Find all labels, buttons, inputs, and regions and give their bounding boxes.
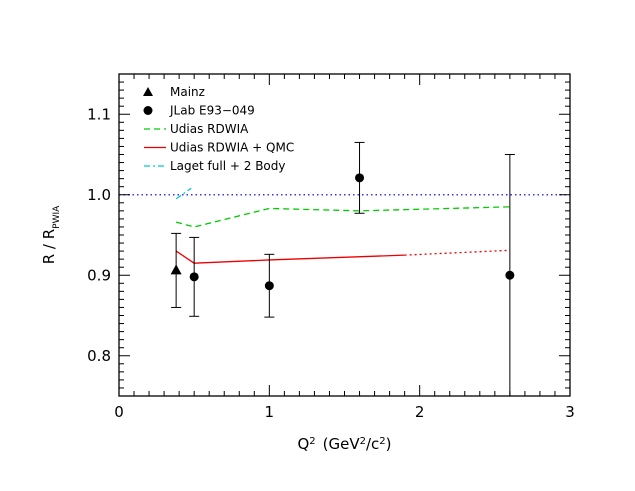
data-point (264, 281, 274, 291)
legend: Mainz JLab E93−049 Udias RDWIA Udias RDWIA … (143, 85, 294, 173)
y-tick-label: 0.9 (87, 266, 111, 284)
legend-label: Mainz (170, 85, 205, 99)
y-tick-label: 1.0 (87, 186, 111, 204)
y-tick-label: 1.1 (87, 105, 111, 123)
curve-line (175, 250, 405, 264)
x-axis-label-q: Q (297, 435, 309, 453)
x-axis-label-c-sup: 2 (379, 436, 385, 447)
x-axis-label-open: (GeV (323, 435, 361, 453)
data-point (505, 270, 515, 280)
legend-label: Udias RDWIA (170, 122, 249, 136)
x-axis-label-q-sup: 2 (309, 436, 315, 447)
y-tick-label: 0.8 (87, 347, 111, 365)
x-axis-label-gev-sup: 2 (360, 436, 366, 447)
x-axis-label-slash: /c (366, 435, 379, 453)
x-tick-label: 1 (265, 403, 275, 421)
y-axis-label-main: R / R (40, 229, 58, 264)
tick-labels: 0 1 2 3 0.8 0.9 1.0 1.1 (87, 105, 575, 421)
x-axis-label: Q2 (GeV2/c2) (297, 435, 391, 453)
data-point (355, 173, 365, 183)
curve-line (404, 249, 510, 256)
legend-label: Udias RDWIA + QMC (170, 141, 294, 155)
plot-content (119, 141, 570, 396)
y-axis-label: R / RPWIA (40, 205, 62, 264)
data-point (189, 272, 199, 282)
x-tick-label: 0 (114, 403, 124, 421)
curve-line (175, 206, 510, 228)
legend-marker (143, 87, 153, 96)
x-tick-label: 3 (565, 403, 575, 421)
axis-ticks (118, 73, 571, 397)
legend-label: JLab E93−049 (169, 104, 255, 118)
x-axis-label-close: ) (386, 435, 392, 453)
data-point (170, 264, 182, 275)
x-tick-label: 2 (415, 403, 425, 421)
y-axis-label-sub: PWIA (52, 205, 62, 229)
legend-marker (143, 106, 153, 115)
curve-line (175, 187, 192, 200)
legend-label: Laget full + 2 Body (170, 159, 285, 173)
